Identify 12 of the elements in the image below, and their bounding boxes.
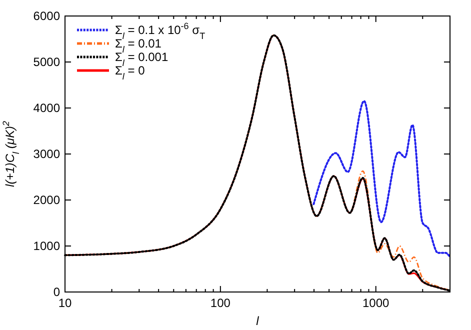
legend-label: Σ$_{l}$ = 0 (115, 64, 146, 82)
y-tick-label: 6000 (33, 9, 60, 23)
y-tick-label: 3000 (33, 147, 60, 161)
x-tick-label: 1000 (362, 296, 390, 310)
y-tick-label: 2000 (33, 193, 60, 207)
y-tick-label: 5000 (33, 55, 60, 69)
y-tick-label: 4000 (33, 101, 60, 115)
x-axis-title: l (256, 314, 260, 328)
y-tick-label: 1000 (33, 239, 60, 253)
x-tick-label: 100 (210, 296, 231, 310)
x-tick-label: 10 (58, 296, 72, 310)
y-tick-label: 0 (53, 285, 60, 299)
